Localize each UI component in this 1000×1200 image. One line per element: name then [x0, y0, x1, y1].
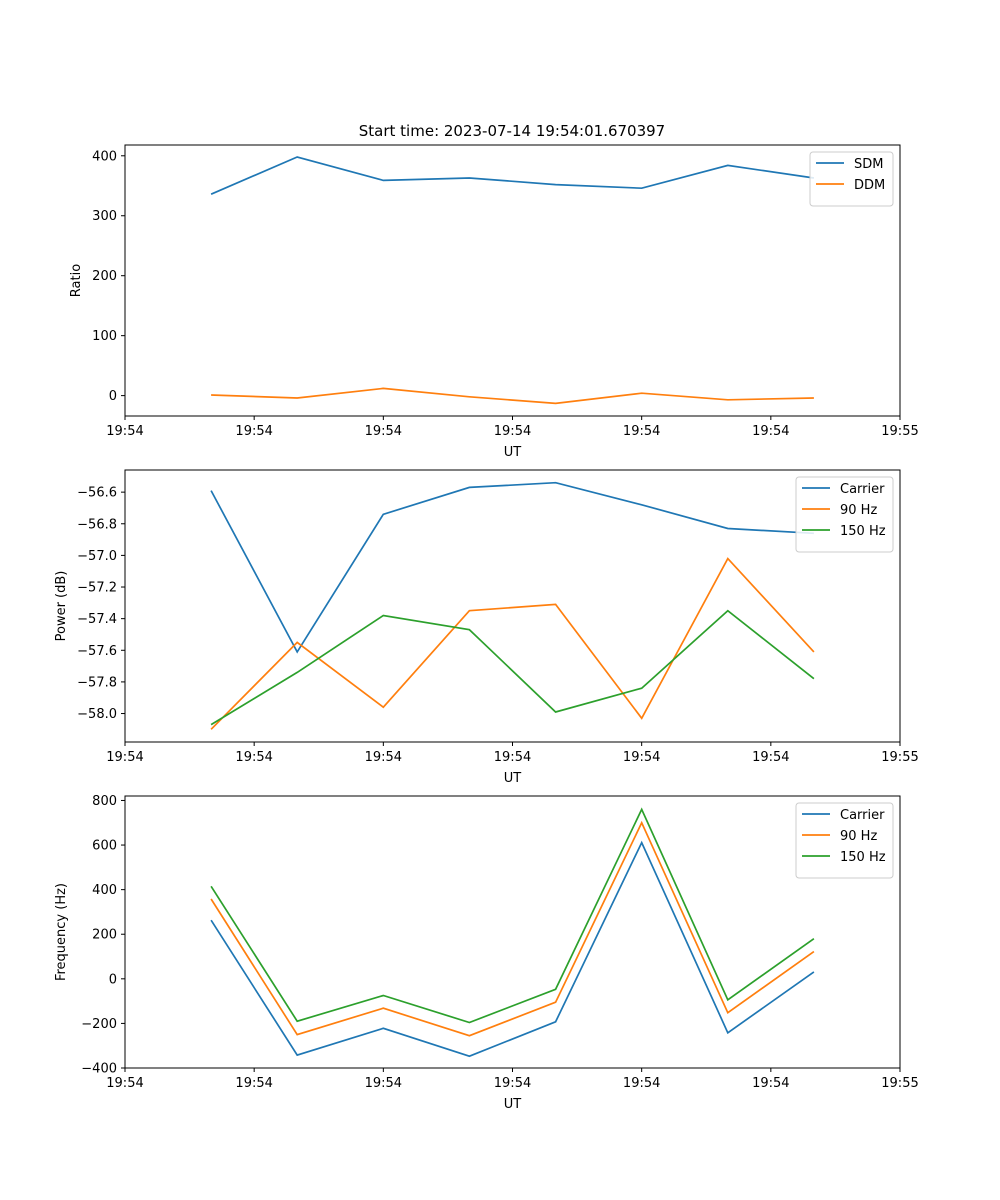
y-axis-label: Power (dB) — [54, 571, 69, 642]
x-tick-label: 19:54 — [106, 424, 143, 439]
x-tick-label: 19:54 — [235, 750, 272, 765]
y-tick-label: 200 — [92, 928, 117, 943]
ratio-chart: 19:54 19:54 19:54 19:54 19:54 19:54 19:55 0 100 2… — [69, 144, 919, 460]
y-axis-label: Frequency (Hz) — [54, 883, 69, 981]
x-tick-label: 19:54 — [365, 750, 402, 765]
legend-label: 90 Hz — [840, 503, 877, 518]
legend-label: 150 Hz — [840, 850, 886, 865]
y-axis-label: Ratio — [69, 264, 84, 297]
y-tick-label: −56.6 — [77, 486, 117, 501]
y-tick-label: 600 — [92, 839, 117, 854]
series-line-150-hz — [210, 609, 815, 726]
y-tick-label: 800 — [92, 794, 117, 809]
legend-box — [795, 476, 894, 553]
y-tick-label: 100 — [92, 329, 117, 344]
y-tick-label: −58.0 — [77, 707, 117, 722]
x-tick-label: 19:54 — [752, 424, 789, 439]
x-tick-label: 19:54 — [752, 750, 789, 765]
legend: Carrier 90 Hz 150 Hz — [795, 476, 894, 553]
x-tick-label: 19:54 — [623, 1076, 660, 1091]
x-tick-label: 19:54 — [752, 1076, 789, 1091]
y-tick-label: 0 — [109, 972, 117, 987]
x-tick-label: 19:54 — [106, 1076, 143, 1091]
y-tick-label: 400 — [92, 149, 117, 164]
figure-title: Start time: 2023-07-14 19:54:01.670397 — [359, 122, 665, 140]
legend-label: 90 Hz — [840, 829, 877, 844]
series-line-90-hz — [210, 557, 815, 730]
series-line-ddm — [211, 387, 814, 405]
x-tick-label: 19:54 — [623, 750, 660, 765]
x-tick-label: 19:54 — [106, 750, 143, 765]
y-tick-label: −57.4 — [77, 612, 117, 627]
x-axis-label: UT — [504, 771, 522, 786]
y-tick-label: 200 — [92, 269, 117, 284]
x-tick-label: 19:54 — [494, 750, 531, 765]
x-tick-label: 19:54 — [235, 1076, 272, 1091]
x-tick-label: 19:54 — [365, 1076, 402, 1091]
y-tick-label: 300 — [92, 209, 117, 224]
x-tick-label: 19:54 — [235, 424, 272, 439]
series-line-90-hz — [210, 820, 815, 1037]
legend-label: Carrier — [840, 482, 885, 497]
x-tick-label: 19:55 — [881, 1076, 918, 1091]
x-tick-label: 19:54 — [365, 424, 402, 439]
series-line-150-hz — [210, 807, 815, 1024]
series-line-carrier — [210, 481, 814, 654]
legend-label: Carrier — [840, 808, 885, 823]
x-tick-label: 19:55 — [881, 424, 918, 439]
y-tick-label: −57.2 — [77, 581, 117, 596]
legend-box — [809, 151, 894, 207]
legend: SDM DDM — [809, 151, 894, 207]
x-axis-label: UT — [504, 1097, 522, 1112]
series-line-sdm — [210, 156, 815, 195]
legend-label: DDM — [854, 178, 885, 193]
legend-label: SDM — [854, 157, 883, 172]
y-tick-label: −200 — [81, 1017, 117, 1032]
x-tick-label: 19:54 — [494, 424, 531, 439]
y-tick-label: −400 — [81, 1062, 117, 1077]
legend: Carrier 90 Hz 150 Hz — [795, 802, 894, 879]
x-tick-label: 19:55 — [881, 750, 918, 765]
legend-box — [795, 802, 894, 879]
y-tick-label: 400 — [92, 883, 117, 898]
frequency-chart: 19:54 19:54 19:54 19:54 19:54 19:54 19:55 −400 −… — [54, 794, 919, 1112]
series-line-carrier — [210, 840, 815, 1058]
x-tick-label: 19:54 — [623, 424, 660, 439]
x-axis-label: UT — [504, 445, 522, 460]
x-tick-label: 19:54 — [494, 1076, 531, 1091]
y-tick-label: −56.8 — [77, 517, 117, 532]
y-tick-label: −57.0 — [77, 549, 117, 564]
y-tick-label: −57.8 — [77, 675, 117, 690]
legend-label: 150 Hz — [840, 524, 886, 539]
y-tick-label: −57.6 — [77, 644, 117, 659]
y-tick-label: 0 — [109, 389, 117, 404]
power-chart: 19:54 19:54 19:54 19:54 19:54 19:54 19:55 −58.0… — [54, 469, 919, 786]
